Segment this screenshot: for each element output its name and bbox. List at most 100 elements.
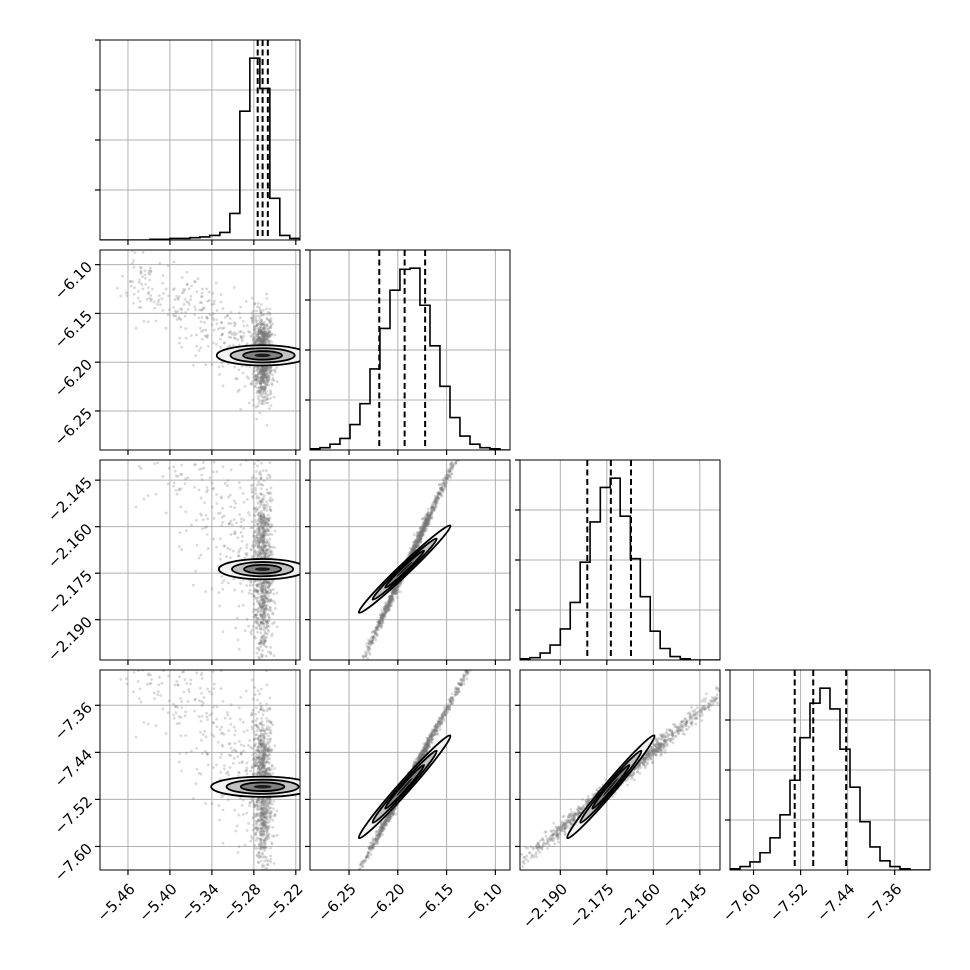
sample-point [430, 503, 434, 507]
sample-point [442, 480, 446, 484]
sample-point [394, 586, 398, 590]
sample-point [268, 476, 272, 480]
sample-point [263, 554, 267, 558]
sample-point [260, 368, 264, 372]
sample-point [229, 505, 233, 509]
sample-point [256, 545, 260, 548]
sample-point [261, 331, 265, 335]
sample-point [383, 606, 387, 609]
sample-point [394, 590, 397, 594]
sample-point [253, 686, 257, 689]
sample-point [197, 349, 201, 352]
sample-point [423, 527, 426, 531]
sample-point [264, 333, 268, 336]
sample-point [380, 621, 383, 625]
sample-point [261, 758, 265, 762]
sample-point [269, 326, 273, 330]
sample-point [263, 804, 267, 808]
sample-point [391, 591, 395, 595]
sample-point [172, 702, 175, 706]
sample-point [262, 581, 265, 585]
sample-point [262, 823, 266, 827]
sample-point [262, 545, 266, 549]
sample-point [257, 331, 260, 335]
sample-point [395, 585, 399, 588]
sample-point [258, 370, 262, 374]
sample-point [268, 330, 272, 334]
sample-point [412, 548, 415, 552]
sample-point [263, 812, 267, 815]
sample-point [258, 372, 262, 375]
sample-point [147, 290, 151, 294]
sample-point [259, 517, 263, 521]
sample-point [261, 399, 265, 403]
sample-point [262, 633, 266, 637]
sample-point [263, 613, 267, 617]
sample-point [228, 556, 232, 560]
sample-point [261, 587, 265, 591]
sample-point [259, 613, 263, 617]
sample-point [228, 766, 232, 769]
sample-point [148, 384, 151, 387]
sample-point [238, 486, 242, 490]
sample-point [251, 372, 255, 376]
sample-point [232, 331, 236, 335]
sample-point [252, 326, 256, 330]
sample-point [455, 456, 458, 459]
sample-point [221, 521, 225, 524]
sample-point [254, 616, 258, 620]
sample-point [260, 639, 263, 643]
sample-point [249, 334, 253, 338]
sample-point [262, 540, 266, 544]
sample-point [144, 276, 147, 280]
sample-point [259, 729, 263, 733]
sample-point [166, 313, 170, 317]
sample-point [261, 847, 265, 851]
sample-point [257, 337, 261, 341]
sample-point [265, 746, 269, 750]
sample-point [260, 797, 263, 801]
sample-point [259, 314, 263, 318]
sample-point [440, 494, 444, 498]
sample-point [132, 259, 135, 262]
sample-point [262, 580, 265, 584]
sample-point [426, 522, 430, 526]
sample-point [167, 466, 171, 470]
sample-point [225, 555, 228, 559]
sample-point [256, 757, 259, 760]
sample-point [260, 766, 263, 770]
sample-point [441, 488, 445, 492]
sample-point [263, 398, 267, 402]
sample-point [411, 549, 415, 553]
sample-point [389, 604, 393, 608]
sample-point [259, 473, 263, 476]
sample-point [181, 291, 184, 295]
sample-point [268, 537, 272, 541]
sample-point [256, 366, 260, 370]
sample-point [260, 813, 264, 817]
sample-point [259, 802, 263, 806]
sample-point [259, 331, 263, 335]
sample-point [259, 514, 263, 518]
sample-point [250, 311, 254, 315]
sample-point [149, 629, 152, 632]
sample-point [121, 395, 124, 398]
sample-point [414, 543, 418, 547]
sample-point [257, 381, 261, 384]
sample-point [144, 300, 147, 303]
sample-point [220, 321, 224, 324]
sample-point [259, 511, 263, 515]
sample-point [203, 526, 207, 530]
sample-point [228, 317, 232, 320]
sample-point [261, 373, 265, 377]
sample-point [259, 330, 263, 334]
sample-point [263, 555, 267, 559]
sample-point [362, 660, 365, 663]
sample-point [264, 626, 268, 630]
sample-point [419, 527, 423, 531]
sample-point [254, 378, 257, 382]
sample-point [430, 514, 434, 518]
sample-point [390, 594, 394, 598]
sample-point [425, 519, 429, 523]
sample-point [389, 594, 393, 598]
